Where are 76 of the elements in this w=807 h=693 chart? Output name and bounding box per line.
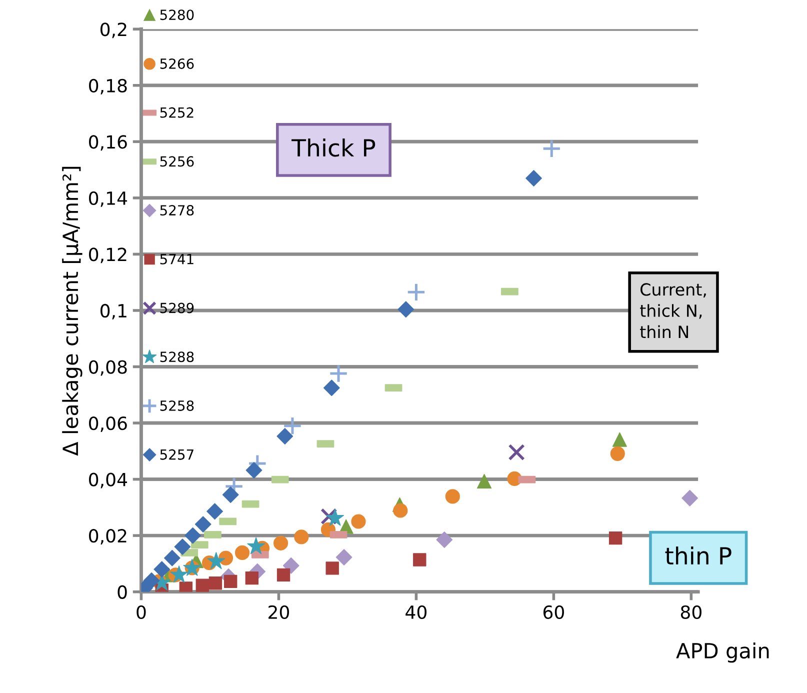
y-tick-label: 0,12 — [89, 248, 126, 264]
point — [393, 503, 408, 518]
annotation: Thick P — [292, 138, 376, 157]
point — [542, 139, 562, 158]
point — [234, 545, 250, 560]
point — [351, 514, 366, 529]
legend-label: 5289 — [160, 302, 194, 314]
y-tick-label: 0,08 — [89, 360, 127, 376]
point — [276, 568, 290, 582]
point — [196, 578, 210, 592]
x-tick-label: 0 — [136, 605, 146, 619]
point — [526, 170, 542, 186]
point — [328, 364, 348, 384]
point — [413, 553, 426, 566]
point — [320, 508, 338, 525]
y-tick-label: 0,06 — [89, 416, 127, 432]
point — [682, 490, 698, 506]
legend-label: 5280 — [160, 10, 194, 20]
point — [224, 574, 238, 588]
legend-label: 5266 — [160, 58, 194, 69]
legend-label: 5278 — [160, 205, 194, 216]
point — [143, 572, 160, 589]
point — [184, 527, 201, 544]
y-tick-label: 0,14 — [89, 191, 128, 207]
x-axis-title: APD gain — [676, 642, 769, 663]
point — [273, 536, 288, 550]
point — [406, 282, 426, 302]
annotation: Current, thick N, thin N — [640, 283, 706, 338]
y-tick-label: 0 — [118, 585, 127, 599]
point — [610, 446, 625, 461]
point — [246, 462, 262, 478]
point — [398, 301, 414, 318]
point — [323, 380, 340, 396]
point — [612, 432, 627, 447]
legend-label: 5258 — [160, 400, 194, 411]
point — [154, 561, 170, 578]
y-tick-label: 0,16 — [89, 135, 127, 151]
x-tick-label: 60 — [543, 605, 564, 619]
point — [194, 516, 212, 533]
point — [282, 557, 300, 574]
point — [326, 562, 339, 575]
point — [222, 486, 239, 503]
point — [170, 566, 188, 583]
x-tick-label: 80 — [680, 605, 702, 619]
annotation: thin P — [665, 546, 732, 564]
legend-label: 5257 — [160, 449, 194, 460]
point — [218, 550, 234, 566]
x-tick-label: 20 — [268, 605, 289, 619]
legend-label: 5256 — [160, 156, 194, 167]
point — [608, 531, 622, 545]
point — [508, 444, 525, 461]
point — [164, 550, 180, 566]
y-tick-label: 0,04 — [89, 472, 128, 488]
point — [247, 537, 265, 554]
point — [294, 530, 309, 544]
legend-label: 5288 — [160, 352, 194, 362]
y-tick-label: 0,1 — [100, 304, 126, 320]
y-tick-label: 0,02 — [89, 529, 126, 545]
legend-label: 5252 — [160, 107, 194, 118]
legend-label: 5741 — [160, 254, 194, 264]
point — [207, 552, 226, 570]
point — [206, 503, 223, 520]
point — [174, 538, 191, 556]
point — [208, 576, 222, 590]
y-axis-title: Δ leakage current [µA/mm²] — [62, 166, 82, 456]
point — [326, 508, 344, 526]
y-tick-label: 0,18 — [89, 78, 127, 94]
point — [245, 571, 259, 585]
point — [476, 474, 492, 489]
point — [276, 428, 294, 444]
x-tick-label: 40 — [406, 605, 426, 619]
point — [282, 416, 302, 436]
point — [336, 549, 352, 566]
point — [445, 489, 460, 504]
y-tick-label: 0,2 — [100, 22, 126, 38]
point — [436, 532, 453, 548]
